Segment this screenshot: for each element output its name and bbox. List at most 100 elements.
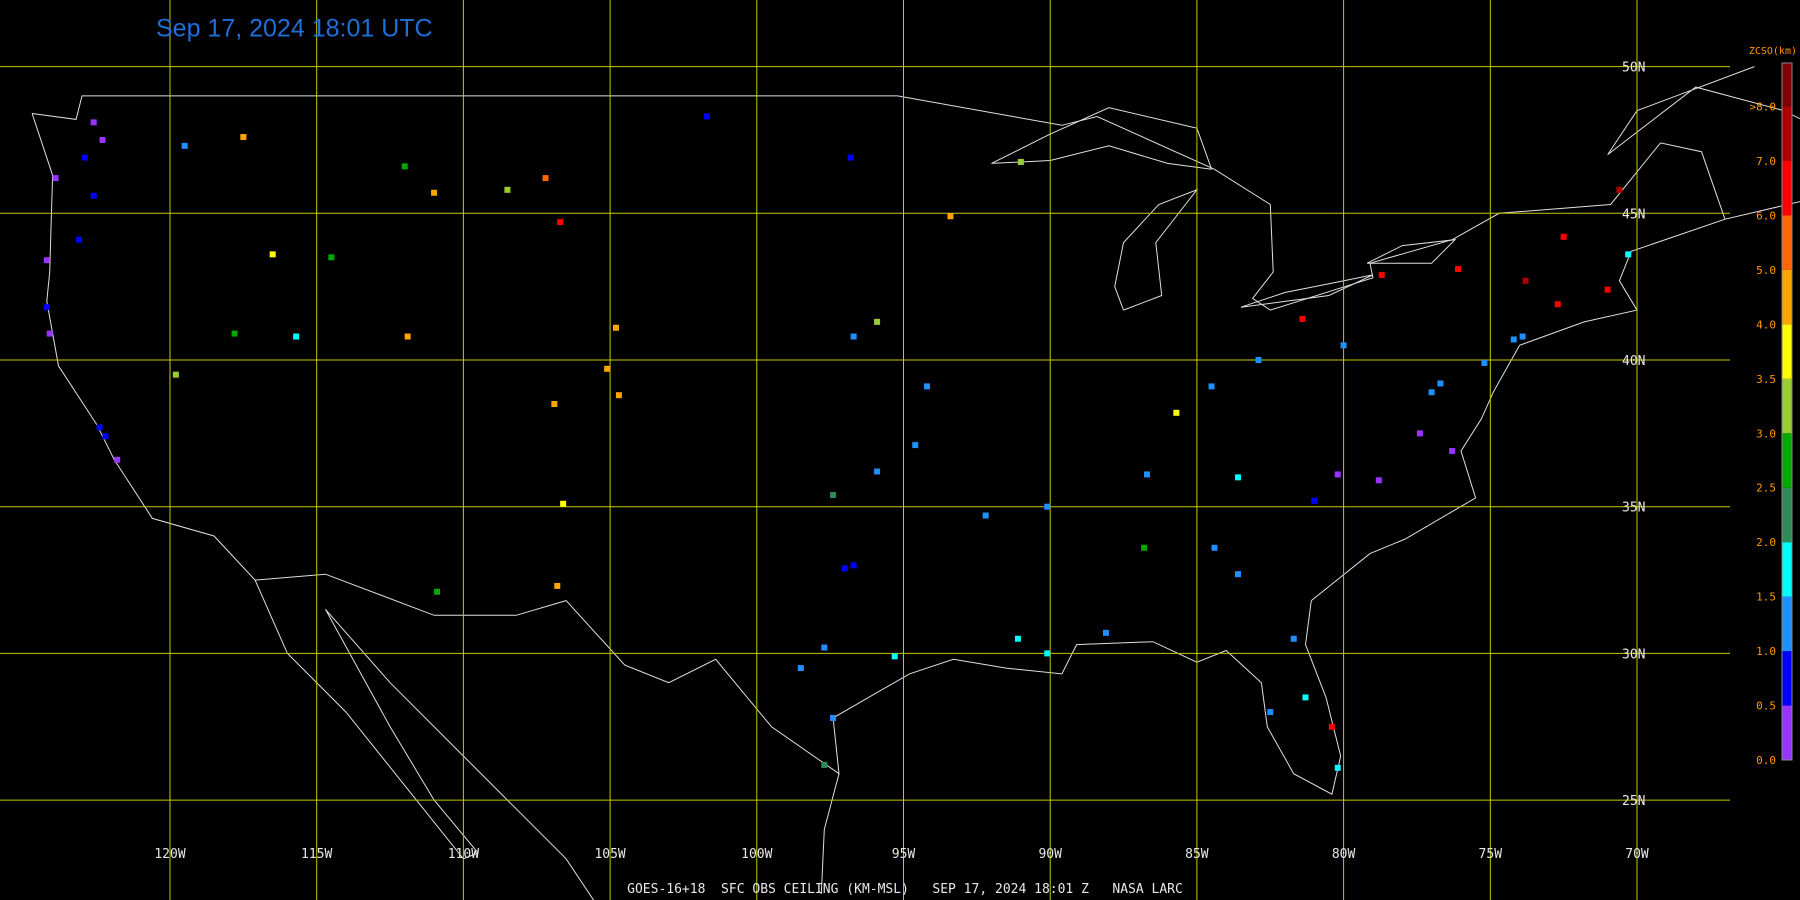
legend-label: 2.0 [1756,536,1776,549]
station [90,192,97,199]
lat-label: 35N [1622,501,1645,516]
lon-label: 80W [1332,847,1356,862]
station [231,330,238,337]
coastline [1114,188,1199,311]
station [1299,315,1306,322]
station [1144,471,1151,478]
station [102,433,109,440]
legend-label: 0.5 [1756,700,1776,713]
station [1481,359,1488,366]
legend-title: ZCSO(km) [1749,46,1797,57]
legend-label: 4.0 [1756,318,1776,331]
footer: GOES-16+18 SFC OBS CEILING (KM-MSL) SEP … [627,882,1183,897]
station [847,154,854,161]
station [850,333,857,340]
station [947,213,954,220]
station [293,333,300,340]
stations [43,113,1632,771]
legend-label: 3.0 [1756,427,1776,440]
station [551,401,558,408]
station [612,324,619,331]
station [797,665,804,672]
station [830,491,837,498]
station [891,653,898,660]
legend: ZCSO(km) 0.0 0.5 1.0 1.5 2.0 2.5 3.0 3.5 4.0 5.0 6.… [1749,46,1797,767]
station [1437,380,1444,387]
station [1616,186,1623,193]
legend-label: 0.0 [1756,754,1776,767]
lon-label: 75W [1479,847,1503,862]
legend-swatch [1782,378,1792,434]
station [1449,447,1456,454]
station [1560,233,1567,240]
station [1102,629,1109,636]
station [615,392,622,399]
station [1234,474,1241,481]
station [1311,497,1318,504]
legend-swatch [1782,63,1792,107]
station [560,500,567,507]
station [1375,477,1382,484]
coastline [1240,274,1374,308]
station [1416,430,1423,437]
station [81,154,88,161]
lon-label: 110W [448,847,479,862]
station [821,644,828,651]
coastline [820,773,840,895]
station [1267,709,1274,716]
legend-swatch [1782,705,1792,760]
legend-label: 6.0 [1756,209,1776,222]
lon-label: 95W [892,847,916,862]
station [1014,635,1021,642]
station [172,371,179,378]
station [1378,271,1385,278]
station [1428,389,1435,396]
station [1044,503,1051,510]
station [1290,635,1297,642]
station [504,186,511,193]
station [1173,409,1180,416]
legend-frame [1781,62,1793,761]
coastline [325,609,595,900]
legend-label: >8.0 [1750,101,1777,114]
legend-label: 2.5 [1756,482,1776,495]
lat-label: 25N [1622,794,1645,809]
station [43,304,50,311]
lon-label: 115W [301,847,332,862]
legend-swatch [1782,487,1792,543]
station [850,562,857,569]
station [1328,723,1335,730]
lon-label: 70W [1625,847,1649,862]
legend-swatch [1782,106,1792,162]
station [1302,694,1309,701]
legend-label: 3.5 [1756,373,1776,386]
station [240,134,247,141]
lon-label: 85W [1185,847,1209,862]
station [1522,277,1529,284]
station [181,142,188,149]
legend-swatch [1782,542,1792,597]
station [1554,301,1561,308]
station [1211,544,1218,551]
coastline [991,107,1213,170]
station [554,582,561,589]
legend-label: 5.0 [1756,264,1776,277]
station [76,236,83,243]
station [874,318,881,325]
station [1334,471,1341,478]
station [43,257,50,264]
station [431,189,438,196]
station [1604,286,1611,293]
lon-label: 120W [154,847,185,862]
lon-label: 105W [594,847,625,862]
station [52,175,59,182]
station [1455,266,1462,273]
lon-label: 100W [741,847,772,862]
station [982,512,989,519]
station [821,761,828,768]
station [46,330,53,337]
legend-swatch [1782,269,1792,325]
station [269,251,276,258]
